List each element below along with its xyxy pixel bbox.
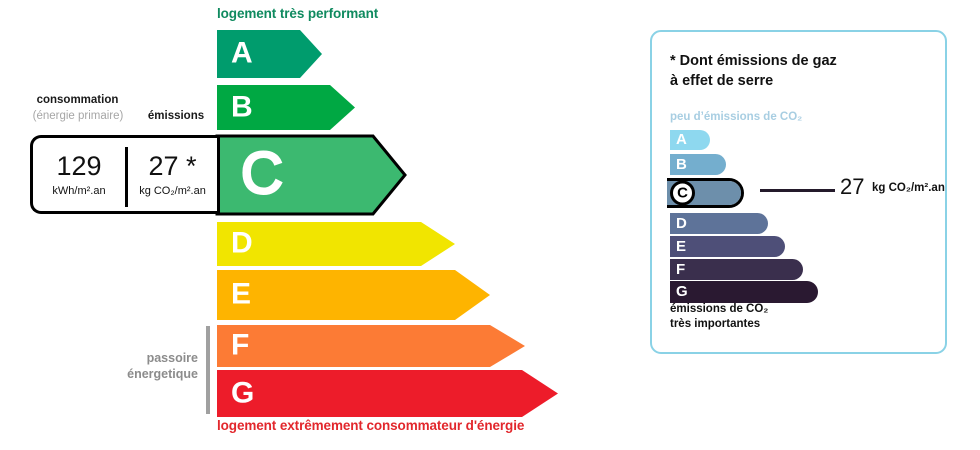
- emission-value: 27 *: [148, 150, 197, 181]
- passoire-label-line2: énergetique: [127, 367, 198, 381]
- grade-letter-a: A: [231, 36, 253, 70]
- co2-panel-title: * Dont émissions de gaz à effet de serre: [670, 51, 900, 91]
- grade-letter-g: G: [231, 375, 255, 409]
- co2-bar-fill-b: [670, 154, 726, 175]
- grade-letter-e: E: [231, 277, 252, 311]
- co2-current-grade-letter: C: [677, 184, 688, 202]
- grade-bar-f: F: [217, 325, 525, 367]
- co2-bottom-caption-line2: très importantes: [670, 318, 761, 330]
- grade-arrow-shape-g: [217, 370, 558, 417]
- co2-bar-fill-e: [670, 236, 785, 257]
- grade-bar-a: A: [217, 30, 322, 78]
- co2-bottom-caption: émissions de CO₂ très importantes: [670, 302, 768, 332]
- co2-letter-b: B: [676, 155, 687, 173]
- co2-value: 27: [840, 174, 865, 199]
- co2-bar-fill-a: [670, 130, 710, 150]
- co2-panel-title-line2: à effet de serre: [670, 73, 774, 89]
- co2-bar-f: F: [670, 259, 803, 280]
- co2-bar-fill-d: [670, 213, 768, 234]
- passoire-label: passoire énergetique: [80, 350, 198, 382]
- grade-bar-b: B: [217, 85, 355, 130]
- co2-emissions-panel: * Dont émissions de gaz à effet de serre…: [650, 30, 947, 354]
- grade-letter-b: B: [231, 89, 253, 123]
- grade-bar-g: G: [217, 370, 558, 417]
- grade-bar-e: E: [217, 270, 490, 320]
- co2-bar-e: E: [670, 236, 785, 257]
- consumption-unit: kWh/m².an: [52, 184, 106, 197]
- grade-arrow-shape-d: [217, 222, 455, 266]
- emission-unit: kg CO₂/m².an: [139, 184, 206, 197]
- co2-bar-g: G: [670, 281, 818, 303]
- value-box: 129 kWh/m².an 27 * kg CO₂/m².an: [30, 135, 220, 214]
- co2-bar-fill-f: [670, 259, 803, 280]
- co2-panel-title-line1: * Dont émissions de gaz: [670, 53, 837, 69]
- value-box-divider: [125, 147, 128, 207]
- grade-letter-f: F: [231, 328, 250, 362]
- co2-bar-d: D: [670, 213, 768, 234]
- consumption-subheader: (énergie primaire): [32, 110, 124, 122]
- co2-bar-c: C: [667, 178, 744, 208]
- co2-letter-f: F: [676, 260, 686, 278]
- grade-arrow-shape-a: [217, 30, 322, 78]
- co2-bottom-caption-line1: émissions de CO₂: [670, 303, 769, 315]
- scale-bottom-caption: logement extrêmement consommateur d'éner…: [217, 418, 525, 433]
- grade-arrow-shape-b: [217, 85, 355, 130]
- co2-letter-e: E: [676, 237, 687, 255]
- scale-top-caption: logement très performant: [217, 6, 379, 21]
- co2-current-grade-marker: C: [670, 180, 695, 206]
- grade-letter-c: C: [240, 140, 285, 206]
- emission-header: émissions: [147, 110, 205, 122]
- passoire-indicator-bar: [206, 326, 210, 414]
- consumption-header: consommation: [36, 94, 119, 106]
- consumption-value: 129: [56, 150, 102, 181]
- co2-bar-fill-g: [670, 281, 818, 303]
- grade-bar-d: D: [217, 222, 455, 266]
- co2-letter-d: D: [676, 214, 687, 232]
- grade-arrow-shape-e: [217, 270, 490, 320]
- co2-bar-b: B: [670, 154, 726, 175]
- co2-letter-g: G: [676, 283, 688, 301]
- co2-leader-line: [760, 189, 835, 192]
- grade-bar-c: C: [215, 134, 407, 216]
- co2-value-unit: kg CO₂/m².an: [872, 182, 945, 194]
- co2-letter-a: A: [676, 131, 687, 149]
- consumption-value-cell: 129 kWh/m².an: [33, 138, 125, 211]
- co2-bar-a: A: [670, 130, 710, 150]
- emission-value-cell: 27 * kg CO₂/m².an: [128, 138, 217, 211]
- co2-top-caption: peu d’émissions de CO₂: [670, 111, 803, 123]
- grade-arrow-shape-f: [217, 325, 525, 367]
- passoire-label-line1: passoire: [146, 351, 198, 365]
- grade-letter-d: D: [231, 226, 253, 260]
